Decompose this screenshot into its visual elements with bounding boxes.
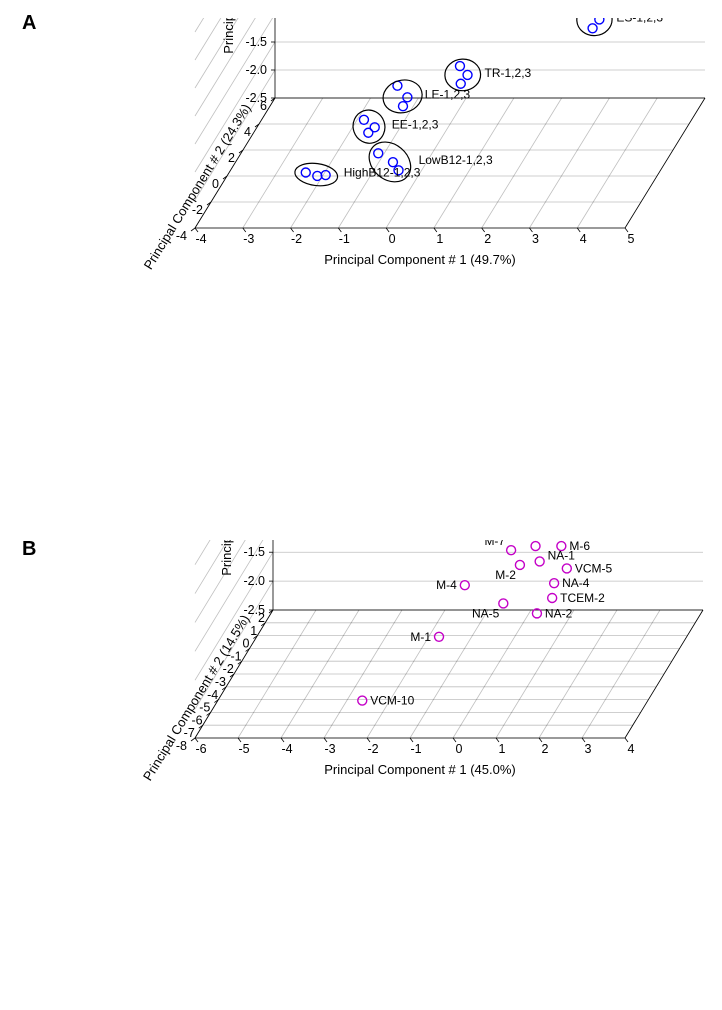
svg-text:1: 1 — [436, 232, 443, 246]
svg-text:-6: -6 — [195, 742, 206, 756]
svg-text:0: 0 — [212, 177, 219, 191]
svg-text:1: 1 — [499, 742, 506, 756]
svg-text:0: 0 — [242, 637, 249, 651]
svg-text:-5: -5 — [238, 742, 249, 756]
svg-text:-2.0: -2.0 — [243, 574, 265, 588]
svg-text:NA-2: NA-2 — [545, 606, 573, 620]
svg-text:LowB12-1,2,3: LowB12-1,2,3 — [419, 153, 493, 167]
svg-text:TR-1,2,3: TR-1,2,3 — [485, 66, 532, 80]
svg-text:-4: -4 — [281, 742, 292, 756]
pca-3d-plot-b: -2.5-2.0-1.5-1.0-0.500.51.01.52.0-6-5-4-… — [0, 540, 722, 1010]
svg-text:Principal Component # 2 (14.5%: Principal Component # 2 (14.5%) — [140, 612, 252, 783]
svg-text:-1: -1 — [410, 742, 421, 756]
svg-text:NA-5: NA-5 — [472, 606, 500, 620]
svg-text:2: 2 — [484, 232, 491, 246]
svg-text:-3: -3 — [324, 742, 335, 756]
svg-text:Principal Component # 1 (49.7%: Principal Component # 1 (49.7%) — [324, 252, 516, 267]
svg-text:NA-1: NA-1 — [548, 548, 576, 562]
svg-text:VCM-5: VCM-5 — [575, 561, 613, 575]
svg-text:4: 4 — [580, 232, 587, 246]
svg-text:0: 0 — [389, 232, 396, 246]
svg-text:Principal Component # 1 (45.0%: Principal Component # 1 (45.0%) — [324, 762, 516, 777]
svg-text:5: 5 — [628, 232, 635, 246]
svg-text:2: 2 — [258, 611, 265, 625]
svg-text:-2: -2 — [367, 742, 378, 756]
svg-text:-1.0: -1.0 — [245, 18, 267, 21]
svg-text:Principal Component # 3 (13.3%: Principal Component # 3 (13.3%) — [221, 18, 236, 54]
svg-text:LE-1,2,3: LE-1,2,3 — [425, 87, 471, 101]
svg-text:ES-1,2,3: ES-1,2,3 — [616, 18, 663, 25]
svg-text:0: 0 — [456, 742, 463, 756]
svg-text:6: 6 — [260, 99, 267, 113]
svg-text:HighB12-1,2,3: HighB12-1,2,3 — [344, 166, 421, 180]
svg-text:-2: -2 — [291, 232, 302, 246]
svg-text:-1.5: -1.5 — [245, 35, 267, 49]
svg-text:2: 2 — [542, 742, 549, 756]
svg-text:M-1: M-1 — [410, 630, 431, 644]
svg-text:Principal Component # 3 (12.1%: Principal Component # 3 (12.1%) — [219, 540, 234, 576]
svg-text:4: 4 — [244, 125, 251, 139]
svg-text:NA-4: NA-4 — [562, 576, 590, 590]
svg-text:-3: -3 — [243, 232, 254, 246]
svg-text:3: 3 — [585, 742, 592, 756]
svg-text:Principal Component # 2 (24.3%: Principal Component # 2 (24.3%) — [141, 101, 254, 272]
svg-text:TCEM-2: TCEM-2 — [560, 591, 605, 605]
svg-text:VCM-10: VCM-10 — [370, 694, 414, 708]
svg-text:1: 1 — [250, 624, 257, 638]
svg-text:-4: -4 — [195, 232, 206, 246]
pca-3d-plot-a: -2.5-2.0-1.5-1.0-0.500.51.01.52.02.5-4-3… — [0, 18, 722, 498]
svg-text:3: 3 — [532, 232, 539, 246]
svg-text:2: 2 — [228, 151, 235, 165]
svg-text:M-7: M-7 — [484, 540, 505, 548]
svg-text:M-4: M-4 — [436, 578, 457, 592]
svg-text:-2.0: -2.0 — [245, 63, 267, 77]
figure: A -2.5-2.0-1.5-1.0-0.500.51.01.52.02.5-4… — [0, 0, 722, 1010]
svg-text:M-2: M-2 — [495, 568, 516, 582]
svg-text:4: 4 — [628, 742, 635, 756]
svg-text:EE-1,2,3: EE-1,2,3 — [392, 118, 439, 132]
svg-text:-1: -1 — [339, 232, 350, 246]
svg-text:-1.5: -1.5 — [243, 545, 265, 559]
